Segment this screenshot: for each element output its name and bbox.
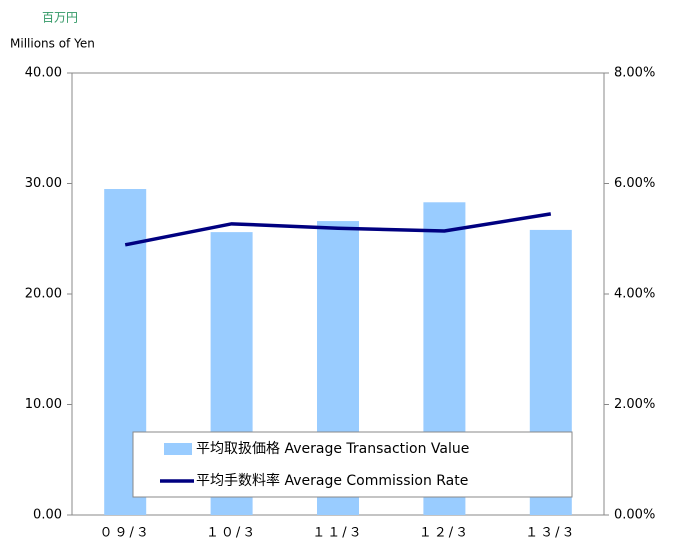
x-tick-label: １３/３	[525, 526, 576, 541]
y-tick-label: 40.00	[25, 66, 62, 81]
y-tick-label: 10.00	[25, 397, 62, 412]
y-tick-label: 0.00	[33, 508, 62, 523]
y2-tick-label: 0.00%	[614, 508, 655, 523]
y2-tick-label: 6.00%	[614, 176, 655, 191]
x-tick-label: １２/３	[419, 526, 470, 541]
x-tick-label: ０９/３	[100, 526, 151, 541]
y-tick-label: 20.00	[25, 287, 62, 302]
y2-tick-label: 4.00%	[614, 287, 655, 302]
y-tick-label: 30.00	[25, 176, 62, 191]
legend-swatch	[164, 443, 192, 455]
unit-label-en: Millions of Yen	[10, 37, 95, 51]
x-tick-label: １１/３	[312, 526, 363, 541]
legend-label: 平均取扱価格 Average Transaction Value	[196, 441, 469, 457]
unit-label-ja: 百万円	[42, 11, 78, 25]
legend-label: 平均手数料率 Average Commission Rate	[196, 472, 468, 489]
line	[124, 212, 552, 247]
y2-tick-label: 2.00%	[614, 397, 655, 412]
y2-tick-label: 8.00%	[614, 66, 655, 81]
x-tick-label: １０/３	[206, 526, 257, 541]
legend-box	[132, 431, 573, 498]
